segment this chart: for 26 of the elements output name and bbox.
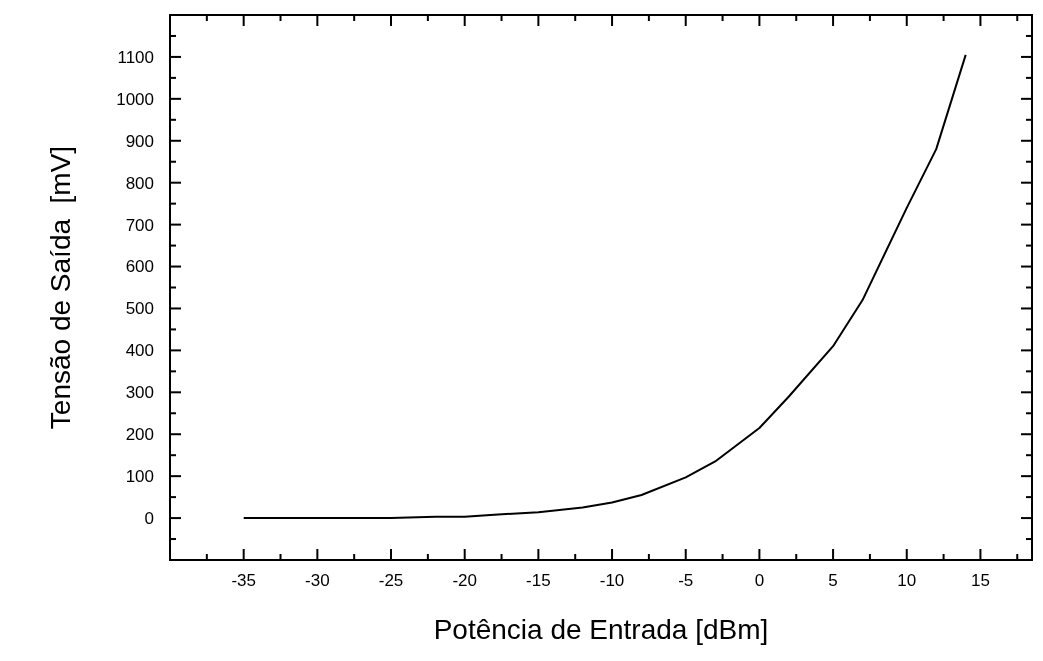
- y-tick-label: 700: [125, 215, 154, 235]
- y-tick-label: 1000: [116, 89, 154, 109]
- x-tick-label: 10: [897, 571, 917, 590]
- y-tick-label: 300: [125, 383, 154, 403]
- x-tick-label: 0: [754, 571, 765, 590]
- x-tick-label: -35: [231, 571, 256, 590]
- x-tick-label: -30: [305, 571, 330, 590]
- y-tick-label: 100: [125, 467, 154, 487]
- x-tick-label: -20: [452, 571, 477, 590]
- line-series: [242, 53, 967, 520]
- y-axis-title: Tensão de Saída [mV]: [45, 145, 76, 430]
- x-tick-label: -5: [678, 571, 694, 590]
- x-tick-label: -15: [526, 571, 551, 590]
- x-tick-label: -25: [378, 571, 404, 590]
- y-tick-label: 400: [125, 341, 154, 361]
- y-tick-label: 600: [125, 257, 154, 277]
- x-axis-title: Potência de Entrada [dBm]: [433, 614, 769, 645]
- y-tick-label: 200: [125, 425, 154, 445]
- x-tick-label: 15: [970, 571, 990, 590]
- x-tick-label: -10: [599, 571, 625, 590]
- y-tick-label: 500: [125, 299, 154, 319]
- x-tick-label: 5: [828, 571, 838, 590]
- y-tick-label: 0: [144, 509, 154, 529]
- y-tick-label: 900: [125, 131, 154, 151]
- y-tick-label: 1100: [117, 47, 154, 67]
- y-tick-label: 800: [125, 173, 154, 193]
